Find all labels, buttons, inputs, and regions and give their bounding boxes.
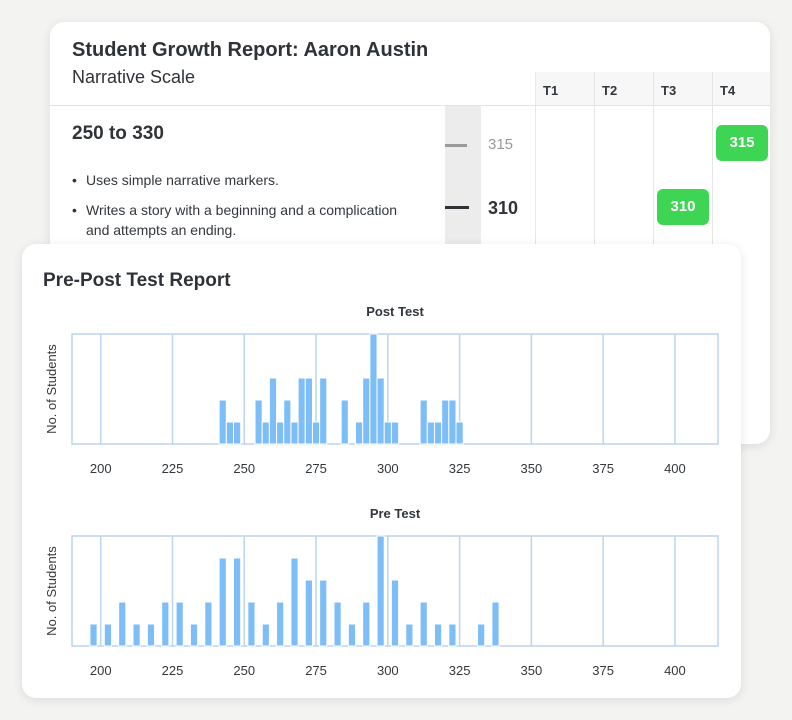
histogram-bar bbox=[340, 399, 349, 445]
histogram-bar bbox=[319, 377, 328, 445]
x-tick-label: 200 bbox=[90, 461, 112, 476]
descriptor-item: Uses simple narrative markers. bbox=[72, 170, 402, 190]
histogram-bar bbox=[390, 579, 400, 647]
descriptor-item: Writes a story with a beginning and a co… bbox=[72, 200, 402, 240]
histogram-bar bbox=[355, 421, 364, 445]
histogram-bar bbox=[455, 421, 464, 445]
histogram-bar bbox=[333, 601, 342, 647]
term-header-t1: T1 bbox=[543, 83, 559, 98]
histogram-title: Pre Test bbox=[370, 506, 421, 521]
histogram-bar bbox=[383, 421, 392, 445]
x-tick-label: 325 bbox=[449, 663, 471, 678]
histogram-bar bbox=[247, 601, 256, 647]
histogram-bar bbox=[390, 421, 400, 445]
histogram-bar bbox=[276, 421, 285, 445]
histogram-bar bbox=[319, 579, 328, 647]
histogram-bar bbox=[218, 557, 227, 647]
term-header-t4: T4 bbox=[720, 83, 736, 98]
histogram-bar bbox=[268, 377, 278, 445]
histogram-bar bbox=[290, 421, 299, 445]
term-header-t3: T3 bbox=[661, 83, 677, 98]
x-tick-label: 375 bbox=[592, 663, 614, 678]
histogram-bar bbox=[233, 421, 242, 445]
histogram-bar bbox=[261, 421, 270, 445]
x-tick-label: 400 bbox=[664, 461, 686, 476]
histogram-bar bbox=[283, 399, 292, 445]
histogram-bar bbox=[261, 623, 270, 647]
histogram-bar bbox=[491, 601, 500, 647]
histogram-bar bbox=[448, 623, 457, 647]
histogram-bar bbox=[419, 399, 428, 445]
x-tick-label: 275 bbox=[305, 663, 327, 678]
scale-value-310: 310 bbox=[488, 198, 519, 218]
histogram-bar bbox=[362, 377, 371, 445]
term-header-row bbox=[535, 72, 770, 106]
histogram-bar bbox=[204, 601, 213, 647]
x-tick-label: 225 bbox=[162, 663, 184, 678]
histogram-bar bbox=[419, 601, 428, 647]
x-tick-label: 300 bbox=[377, 461, 399, 476]
histogram-bar bbox=[218, 399, 227, 445]
histogram-bar bbox=[362, 601, 371, 647]
histogram-bar bbox=[304, 579, 313, 647]
term-header-t2: T2 bbox=[602, 83, 618, 98]
histogram-bar bbox=[405, 623, 414, 647]
histogram-bar bbox=[276, 601, 285, 647]
descriptor-list: Uses simple narrative markers. Writes a … bbox=[72, 170, 402, 250]
score-badge-t3[interactable]: 310 bbox=[657, 189, 709, 225]
histogram-bar bbox=[189, 623, 199, 647]
histogram-bar bbox=[376, 535, 385, 647]
x-tick-label: 225 bbox=[162, 461, 184, 476]
x-tick-label: 250 bbox=[233, 663, 255, 678]
scale-tick-310 bbox=[445, 206, 469, 209]
histogram-bar bbox=[103, 623, 112, 647]
histogram-bar bbox=[441, 399, 450, 445]
histogram-title: Post Test bbox=[366, 304, 424, 319]
growth-report-title: Student Growth Report: Aaron Austin bbox=[72, 39, 429, 61]
histogram-bar bbox=[146, 623, 156, 647]
histogram-bar bbox=[347, 623, 357, 647]
y-axis-label: No. of Students bbox=[44, 344, 59, 434]
histogram-bar bbox=[376, 377, 385, 445]
histogram-bar bbox=[304, 377, 313, 445]
histogram-bar bbox=[254, 399, 263, 445]
x-tick-label: 350 bbox=[521, 663, 543, 678]
x-tick-label: 350 bbox=[521, 461, 543, 476]
x-tick-label: 200 bbox=[90, 663, 112, 678]
histogram-charts: Post Test No. of Students 200 225 250 275 300 3… bbox=[44, 304, 719, 678]
x-tick-label: 300 bbox=[377, 663, 399, 678]
histogram-bar bbox=[175, 601, 184, 647]
x-tick-label: 325 bbox=[449, 461, 471, 476]
pre-post-report-title: Pre-Post Test Report bbox=[43, 270, 231, 291]
header-divider bbox=[50, 105, 770, 106]
histogram-bar bbox=[89, 623, 98, 647]
histogram-bar bbox=[118, 601, 127, 647]
y-axis-label: No. of Students bbox=[44, 546, 59, 636]
histogram-bar bbox=[448, 399, 457, 445]
scale-tick-315 bbox=[445, 144, 467, 147]
scale-range-heading: 250 to 330 bbox=[72, 123, 164, 144]
histogram-bar bbox=[290, 557, 299, 647]
x-tick-label: 375 bbox=[592, 461, 614, 476]
histogram-bar bbox=[433, 623, 443, 647]
scale-value-315: 315 bbox=[488, 136, 514, 153]
histogram-bar bbox=[132, 623, 141, 647]
histogram-bar bbox=[233, 557, 242, 647]
growth-report-subtitle: Narrative Scale bbox=[72, 67, 196, 87]
x-tick-label: 275 bbox=[305, 461, 327, 476]
x-tick-label: 400 bbox=[664, 663, 686, 678]
histogram-bar bbox=[225, 421, 234, 445]
histogram-bar bbox=[426, 421, 435, 445]
histogram-bar bbox=[433, 421, 443, 445]
histogram-bar bbox=[297, 377, 306, 445]
histogram-bar bbox=[477, 623, 486, 647]
histogram-bar bbox=[369, 333, 378, 445]
x-tick-label: 250 bbox=[233, 461, 255, 476]
histogram-bar bbox=[311, 421, 321, 445]
score-badge-t4[interactable]: 315 bbox=[716, 125, 768, 161]
histogram-bar bbox=[161, 601, 170, 647]
pre-post-test-report-card: Pre-Post Test Report Post Test No. of Stu… bbox=[22, 244, 741, 698]
